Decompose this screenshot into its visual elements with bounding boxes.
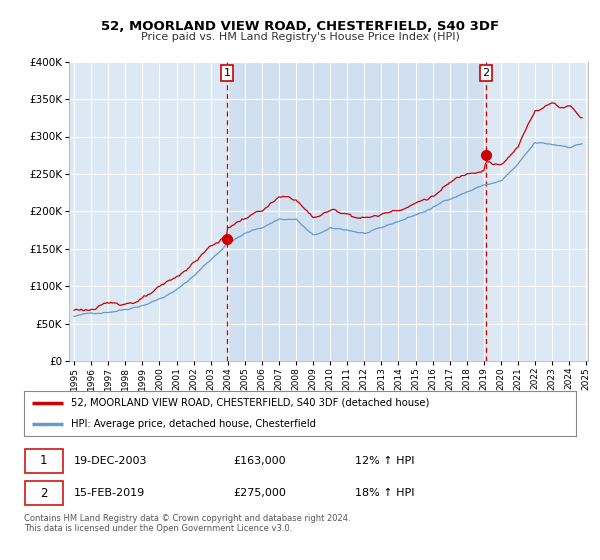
- Text: 2: 2: [482, 68, 490, 78]
- Text: 15-FEB-2019: 15-FEB-2019: [74, 488, 145, 498]
- Text: 1: 1: [40, 454, 47, 468]
- Text: Price paid vs. HM Land Registry's House Price Index (HPI): Price paid vs. HM Land Registry's House …: [140, 32, 460, 42]
- FancyBboxPatch shape: [25, 449, 62, 473]
- Text: 52, MOORLAND VIEW ROAD, CHESTERFIELD, S40 3DF: 52, MOORLAND VIEW ROAD, CHESTERFIELD, S4…: [101, 20, 499, 34]
- Text: Contains HM Land Registry data © Crown copyright and database right 2024.
This d: Contains HM Land Registry data © Crown c…: [24, 514, 350, 534]
- Text: 12% ↑ HPI: 12% ↑ HPI: [355, 456, 415, 466]
- FancyBboxPatch shape: [25, 481, 62, 506]
- Text: 2: 2: [40, 487, 47, 500]
- Bar: [227, 62, 486, 361]
- Text: 18% ↑ HPI: 18% ↑ HPI: [355, 488, 415, 498]
- Text: 19-DEC-2003: 19-DEC-2003: [74, 456, 147, 466]
- Text: 52, MOORLAND VIEW ROAD, CHESTERFIELD, S40 3DF (detached house): 52, MOORLAND VIEW ROAD, CHESTERFIELD, S4…: [71, 398, 429, 408]
- Text: 1: 1: [224, 68, 230, 78]
- Text: HPI: Average price, detached house, Chesterfield: HPI: Average price, detached house, Ches…: [71, 419, 316, 430]
- Text: £275,000: £275,000: [234, 488, 287, 498]
- Text: £163,000: £163,000: [234, 456, 286, 466]
